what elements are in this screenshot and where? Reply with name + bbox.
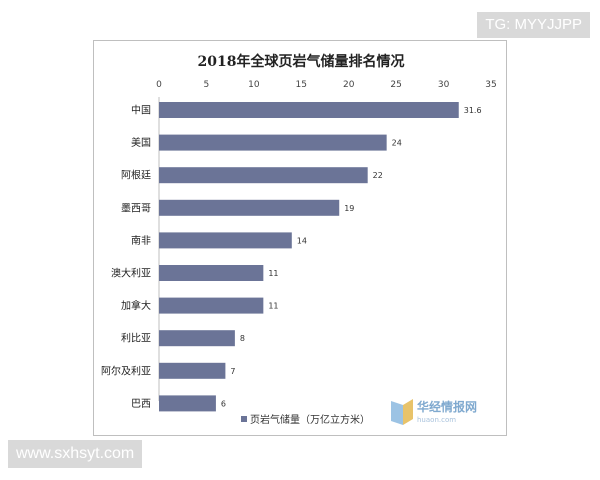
bar [159, 167, 368, 184]
value-label: 11 [268, 269, 278, 278]
chart-frame: 2018年全球页岩气储量排名情况 0 5 10 15 20 25 30 35 中国美国阿根廷墨… [93, 40, 507, 436]
category-label: 阿尔及利亚 [101, 364, 151, 377]
category-label: 南非 [131, 234, 151, 247]
chart-title: 2018年全球页岩气储量排名情况 [197, 54, 405, 70]
bar [159, 395, 216, 412]
x-tick-label: 5 [204, 80, 210, 90]
category-label: 利比亚 [121, 333, 151, 345]
x-tick-label: 25 [390, 80, 401, 90]
value-label: 14 [297, 236, 307, 245]
category-label: 墨西哥 [121, 202, 151, 214]
value-label: 8 [240, 334, 245, 343]
category-label: 美国 [131, 136, 151, 149]
category-label: 中国 [131, 104, 151, 117]
bars [159, 102, 459, 412]
watermark: 华经情报网 huaon.com [391, 399, 477, 425]
legend: 页岩气储量（万亿立方米） [241, 413, 370, 426]
bar [159, 297, 264, 314]
category-label: 澳大利亚 [111, 267, 151, 280]
legend-swatch [241, 416, 247, 422]
x-tick-label: 35 [485, 80, 496, 90]
x-tick-label: 0 [156, 80, 162, 90]
legend-label: 页岩气储量（万亿立方米） [250, 413, 370, 426]
x-axis-ticks: 0 5 10 15 20 25 30 35 [156, 80, 497, 90]
x-tick-label: 10 [248, 80, 260, 90]
bar-chart: 0 5 10 15 20 25 30 35 中国美国阿根廷墨西哥南非澳大利亚加拿大利比亚阿尔及… [101, 80, 497, 426]
bar [159, 232, 292, 249]
bar [159, 362, 226, 379]
value-label: 31.6 [464, 106, 482, 115]
category-label: 加拿大 [121, 299, 151, 312]
watermark-brand: 华经情报网 [417, 399, 477, 414]
bar [159, 199, 340, 216]
bar [159, 330, 235, 347]
corner-tag: TG: MYYJJPP [477, 12, 590, 38]
bar [159, 102, 459, 118]
value-label: 7 [230, 367, 235, 376]
value-label: 11 [268, 302, 278, 311]
value-label: 6 [221, 399, 226, 408]
bar [159, 134, 387, 151]
watermark-domain: huaon.com [417, 416, 456, 424]
watermark-logo-icon [391, 401, 403, 425]
category-label: 巴西 [131, 398, 151, 410]
category-label: 阿根廷 [121, 169, 151, 182]
watermark-logo-icon-accent [403, 399, 413, 425]
value-label: 19 [344, 204, 354, 213]
value-labels: 31.6 24 22 19 14 11 11 8 7 6 [221, 106, 482, 408]
bar [159, 265, 264, 281]
value-label: 24 [392, 139, 402, 148]
x-tick-label: 30 [438, 80, 450, 90]
x-tick-label: 20 [343, 80, 355, 90]
site-url: www.sxhsyt.com [8, 440, 143, 468]
x-tick-label: 15 [296, 80, 307, 90]
value-label: 22 [373, 171, 383, 180]
